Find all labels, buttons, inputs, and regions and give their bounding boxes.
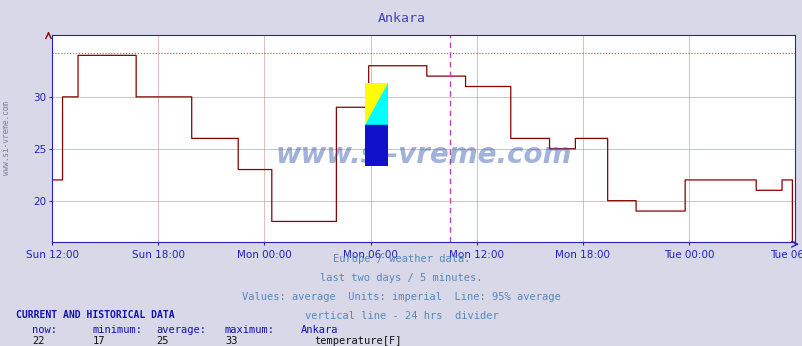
Text: Europe / weather data.: Europe / weather data. — [332, 254, 470, 264]
Polygon shape — [365, 83, 387, 125]
Text: 33: 33 — [225, 336, 237, 346]
Text: vertical line - 24 hrs  divider: vertical line - 24 hrs divider — [304, 311, 498, 321]
Text: 22: 22 — [32, 336, 45, 346]
Text: now:: now: — [32, 325, 57, 335]
Text: Ankara: Ankara — [377, 12, 425, 25]
Text: 17: 17 — [92, 336, 105, 346]
Text: www.si-vreme.com: www.si-vreme.com — [2, 101, 11, 175]
Text: temperature[F]: temperature[F] — [314, 336, 402, 346]
Polygon shape — [365, 83, 387, 125]
Text: www.si-vreme.com: www.si-vreme.com — [275, 141, 571, 169]
Text: Values: average  Units: imperial  Line: 95% average: Values: average Units: imperial Line: 95… — [242, 292, 560, 302]
Text: maximum:: maximum: — [225, 325, 274, 335]
Text: Ankara: Ankara — [301, 325, 338, 335]
Text: CURRENT AND HISTORICAL DATA: CURRENT AND HISTORICAL DATA — [16, 310, 175, 320]
Text: last two days / 5 minutes.: last two days / 5 minutes. — [320, 273, 482, 283]
Text: minimum:: minimum: — [92, 325, 142, 335]
Text: 25: 25 — [156, 336, 169, 346]
Text: average:: average: — [156, 325, 206, 335]
Bar — [365, 125, 387, 166]
